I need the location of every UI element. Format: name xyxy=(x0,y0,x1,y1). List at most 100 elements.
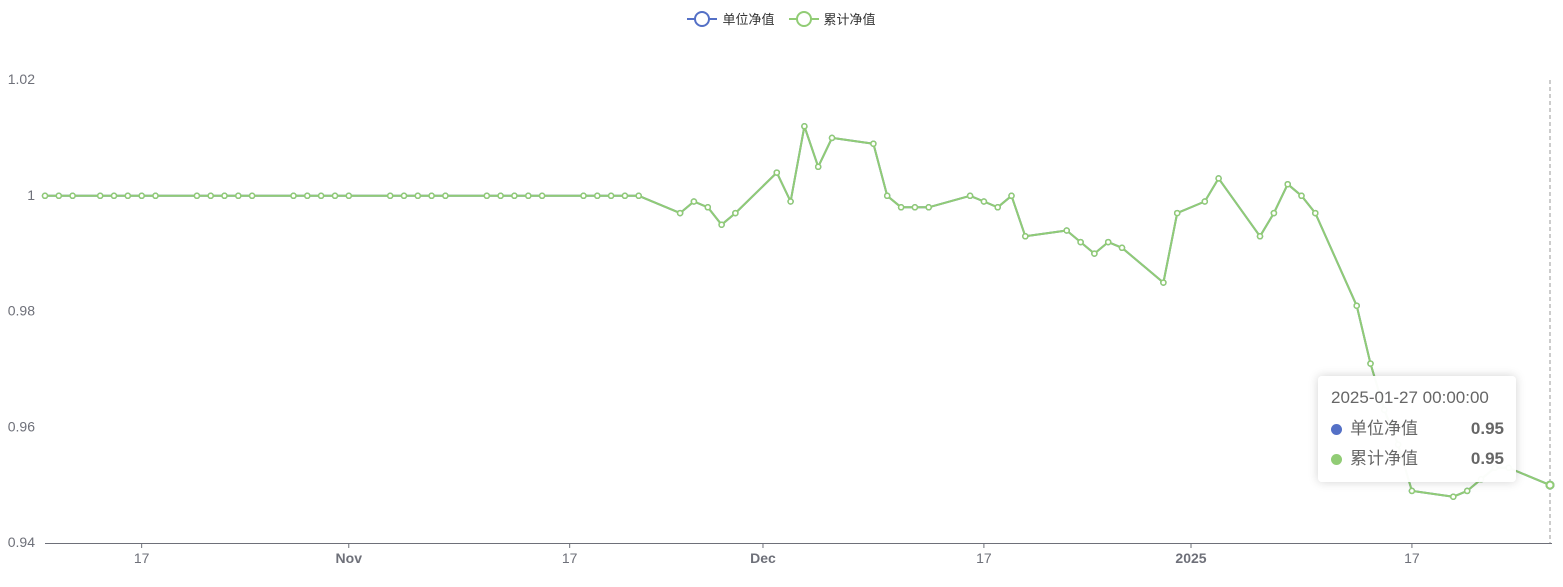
data-point[interactable] xyxy=(1104,238,1112,246)
data-point[interactable] xyxy=(1077,238,1084,246)
data-point[interactable] xyxy=(96,192,104,200)
tooltip-value-cumulative-nav: 0.95 xyxy=(1470,449,1504,468)
data-point[interactable] xyxy=(442,192,449,200)
data-point[interactable] xyxy=(304,192,311,200)
y-tick-label: 0.96 xyxy=(8,418,35,434)
data-point[interactable] xyxy=(248,192,256,200)
data-point[interactable] xyxy=(331,192,339,200)
data-point[interactable] xyxy=(1450,493,1457,500)
data-point[interactable] xyxy=(911,204,919,211)
x-tick-label: Nov xyxy=(336,550,363,566)
data-point[interactable] xyxy=(193,192,201,200)
data-point[interactable] xyxy=(428,192,435,200)
data-point[interactable] xyxy=(690,198,698,205)
data-point[interactable] xyxy=(635,192,642,200)
data-point[interactable] xyxy=(124,192,132,200)
data-point[interactable] xyxy=(1353,302,1360,309)
data-point[interactable] xyxy=(483,192,491,200)
x-tick-label: 17 xyxy=(976,550,992,566)
data-point[interactable] xyxy=(317,192,325,200)
data-point[interactable] xyxy=(1173,209,1181,217)
tooltip-row-unit-nav: 单位净值 0.95 xyxy=(1331,414,1504,444)
data-point[interactable] xyxy=(607,192,615,200)
data-point[interactable] xyxy=(345,192,353,200)
data-point[interactable] xyxy=(621,192,629,200)
data-point[interactable] xyxy=(594,192,601,200)
data-point[interactable] xyxy=(1312,209,1319,217)
data-point[interactable] xyxy=(1367,360,1374,367)
data-point[interactable] xyxy=(966,192,974,200)
data-point[interactable] xyxy=(41,192,49,200)
tooltip-name-cumulative-nav: 累计净值 xyxy=(1350,449,1418,468)
x-tick-label: 17 xyxy=(134,550,150,566)
data-point[interactable] xyxy=(732,209,739,217)
data-point[interactable] xyxy=(1284,180,1291,188)
data-point[interactable] xyxy=(925,204,932,211)
data-point[interactable] xyxy=(828,134,836,142)
data-point[interactable] xyxy=(525,192,532,200)
data-point[interactable] xyxy=(1008,192,1015,200)
data-point[interactable] xyxy=(1022,233,1029,240)
y-axis: 1.02 1 0.98 0.96 0.94 xyxy=(8,71,35,550)
tooltip-title: 2025-01-27 00:00:00 xyxy=(1331,388,1489,407)
data-point[interactable] xyxy=(538,192,546,200)
legend-label-cumulative-nav: 累计净值 xyxy=(823,12,876,27)
data-point[interactable] xyxy=(718,221,725,228)
data-point[interactable] xyxy=(801,123,808,130)
data-point[interactable] xyxy=(1463,487,1471,495)
data-point[interactable] xyxy=(207,192,214,200)
data-point[interactable] xyxy=(994,204,1001,211)
legend-swatch-cumulative-nav xyxy=(788,10,819,28)
data-point[interactable] xyxy=(773,169,781,176)
data-point[interactable] xyxy=(235,192,242,200)
data-point[interactable] xyxy=(897,204,905,211)
data-point[interactable] xyxy=(1408,487,1416,495)
y-tick-label: 0.94 xyxy=(8,534,35,550)
data-point[interactable] xyxy=(1215,175,1222,182)
legend-swatch-unit-nav xyxy=(687,10,718,28)
data-point[interactable] xyxy=(870,140,877,147)
data-point[interactable] xyxy=(1270,209,1278,217)
legend-label-unit-nav: 单位净值 xyxy=(722,12,775,27)
data-point[interactable] xyxy=(110,192,118,200)
tooltip-dot-unit-nav xyxy=(1331,423,1342,435)
data-point[interactable] xyxy=(883,192,891,200)
data-point[interactable] xyxy=(69,192,76,200)
data-point[interactable] xyxy=(386,192,394,200)
x-tick-label: 2025 xyxy=(1175,550,1206,566)
data-point[interactable] xyxy=(1118,244,1126,252)
data-point[interactable] xyxy=(704,204,712,211)
data-point[interactable] xyxy=(1160,279,1167,286)
legend: 单位净值 累计净值 xyxy=(0,9,1563,28)
data-point[interactable] xyxy=(1256,233,1264,240)
data-point[interactable] xyxy=(980,198,988,205)
y-tick-label: 1 xyxy=(27,187,35,203)
tooltip-row-cumulative-nav: 累计净值 0.95 xyxy=(1331,444,1504,474)
data-point[interactable] xyxy=(1063,227,1070,234)
data-point[interactable] xyxy=(1298,192,1305,200)
data-point[interactable] xyxy=(55,192,63,200)
data-point[interactable] xyxy=(414,192,422,200)
data-point[interactable] xyxy=(290,192,297,200)
data-point[interactable] xyxy=(1545,480,1555,490)
data-point[interactable] xyxy=(580,192,587,200)
data-point[interactable] xyxy=(676,209,684,217)
tooltip-value-unit-nav: 0.95 xyxy=(1470,419,1504,438)
tooltip-name-unit-nav: 单位净值 xyxy=(1350,419,1418,438)
data-point[interactable] xyxy=(497,192,504,200)
data-point[interactable] xyxy=(787,198,794,205)
data-point[interactable] xyxy=(221,192,228,200)
data-point[interactable] xyxy=(511,192,518,200)
legend-item-cumulative-nav[interactable]: 累计净值 xyxy=(788,9,876,28)
data-point[interactable] xyxy=(138,192,145,200)
data-point[interactable] xyxy=(1091,250,1098,257)
data-point[interactable] xyxy=(1201,198,1209,205)
legend-item-unit-nav[interactable]: 单位净值 xyxy=(687,9,775,28)
tooltip: 2025-01-27 00:00:00 单位净值 0.95 累计净值 0.95 xyxy=(1318,376,1516,482)
x-axis: 17 Nov 17 Dec 17 2025 17 xyxy=(45,543,1552,566)
data-point[interactable] xyxy=(152,192,159,200)
data-point[interactable] xyxy=(814,163,822,171)
data-point[interactable] xyxy=(400,192,408,200)
tooltip-dot-cumulative-nav xyxy=(1331,453,1342,465)
